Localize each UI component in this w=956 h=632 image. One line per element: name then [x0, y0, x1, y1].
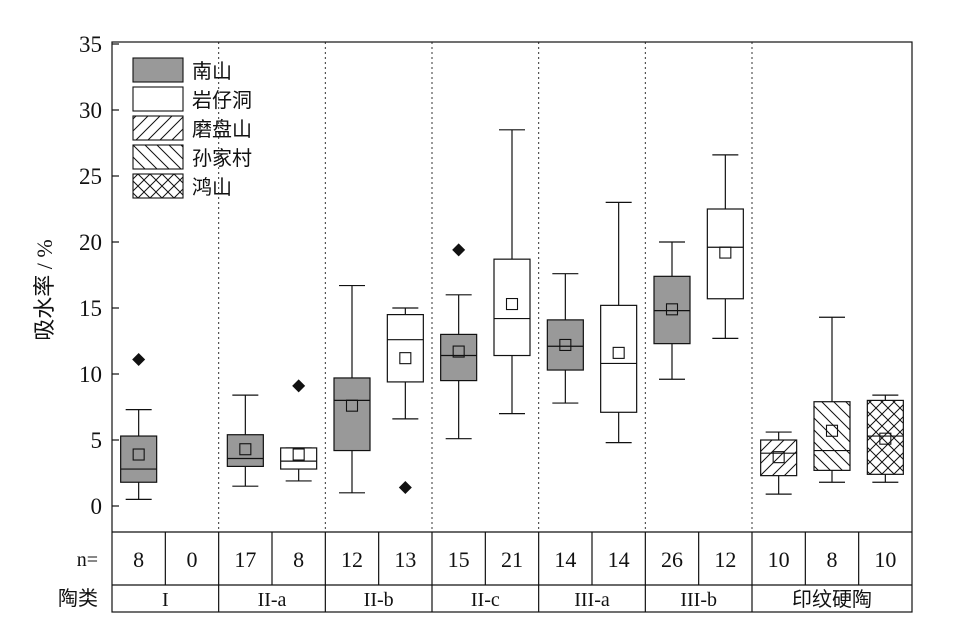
y-tick-label: 15 [79, 296, 102, 321]
category-label: II-a [258, 589, 287, 611]
boxes [120, 129, 904, 500]
legend-label: 磨盘山 [192, 118, 252, 141]
mean-marker [825, 424, 839, 437]
plot-frame [111, 41, 913, 613]
outlier-point [452, 243, 466, 257]
mean-marker [559, 338, 572, 352]
n-count: 15 [448, 547, 470, 572]
mean-marker [772, 451, 785, 464]
box-岩仔洞 [706, 208, 744, 300]
box-南山 [653, 275, 691, 345]
mean-marker [239, 443, 252, 456]
n-count: 14 [608, 547, 630, 572]
n-count: 12 [714, 547, 736, 572]
group-separators [218, 42, 753, 532]
n-count: 10 [874, 547, 896, 572]
y-tick-label: 5 [91, 428, 103, 453]
box-岩仔洞 [280, 447, 318, 470]
y-tick-label: 20 [79, 230, 102, 255]
box-磨盘山 [760, 439, 798, 477]
y-tick-label: 25 [79, 164, 102, 189]
mean-marker [505, 297, 519, 311]
mean-marker [612, 346, 625, 359]
mean-marker [452, 345, 465, 358]
outlier-point [398, 481, 412, 495]
legend-swatch [132, 173, 184, 199]
mean-marker [665, 303, 679, 316]
n-count: 8 [293, 547, 304, 572]
category-label: 印纹硬陶 [792, 588, 872, 611]
n-count: 0 [187, 547, 198, 572]
legend-label: 岩仔洞 [192, 89, 252, 112]
n-count: 10 [768, 547, 790, 572]
n-row-label: n= [77, 549, 98, 571]
n-count: 8 [827, 547, 838, 572]
box-南山 [226, 434, 264, 468]
mean-marker [719, 246, 732, 259]
mean-marker [879, 432, 892, 445]
n-count: 21 [501, 547, 523, 572]
box-南山 [120, 435, 158, 483]
y-axis: 0 5 10 15 20 25 30 35 [79, 32, 913, 613]
legend-swatch [132, 144, 184, 170]
box-岩仔洞 [493, 258, 531, 357]
outlier-point [292, 379, 306, 393]
y-axis-label: 吸水率 / % [32, 239, 57, 340]
mean-marker [345, 399, 359, 412]
n-count: 17 [234, 547, 256, 572]
n-count: 8 [133, 547, 144, 572]
y-tick-label: 0 [91, 494, 103, 519]
mean-marker [132, 448, 145, 461]
box-鸿山 [866, 399, 904, 475]
category-label: I [162, 589, 169, 611]
y-tick-label: 10 [79, 362, 102, 387]
legend-swatch [132, 115, 184, 141]
legend-swatch [132, 57, 184, 83]
category-row-label: 陶类 [58, 587, 98, 610]
box-岩仔洞 [386, 314, 424, 383]
category-label: II-c [471, 589, 500, 611]
n-count: 14 [554, 547, 576, 572]
legend-label: 南山 [192, 60, 232, 83]
legend-label: 孙家村 [192, 147, 252, 170]
category-label: III-b [680, 589, 717, 611]
mean-marker [292, 448, 305, 461]
category-label: III-a [574, 589, 610, 611]
n-count: 13 [394, 547, 416, 572]
legend-swatch [132, 86, 184, 112]
y-tick-label: 35 [79, 32, 102, 57]
box-南山 [546, 319, 584, 371]
outlier-point [132, 352, 146, 366]
mean-marker [399, 352, 412, 365]
n-count: 26 [661, 547, 683, 572]
category-label: II-b [364, 589, 394, 611]
n-count: 12 [341, 547, 363, 572]
legend-label: 鸿山 [192, 176, 232, 199]
y-tick-label: 30 [79, 98, 102, 123]
box-南山 [333, 377, 371, 452]
